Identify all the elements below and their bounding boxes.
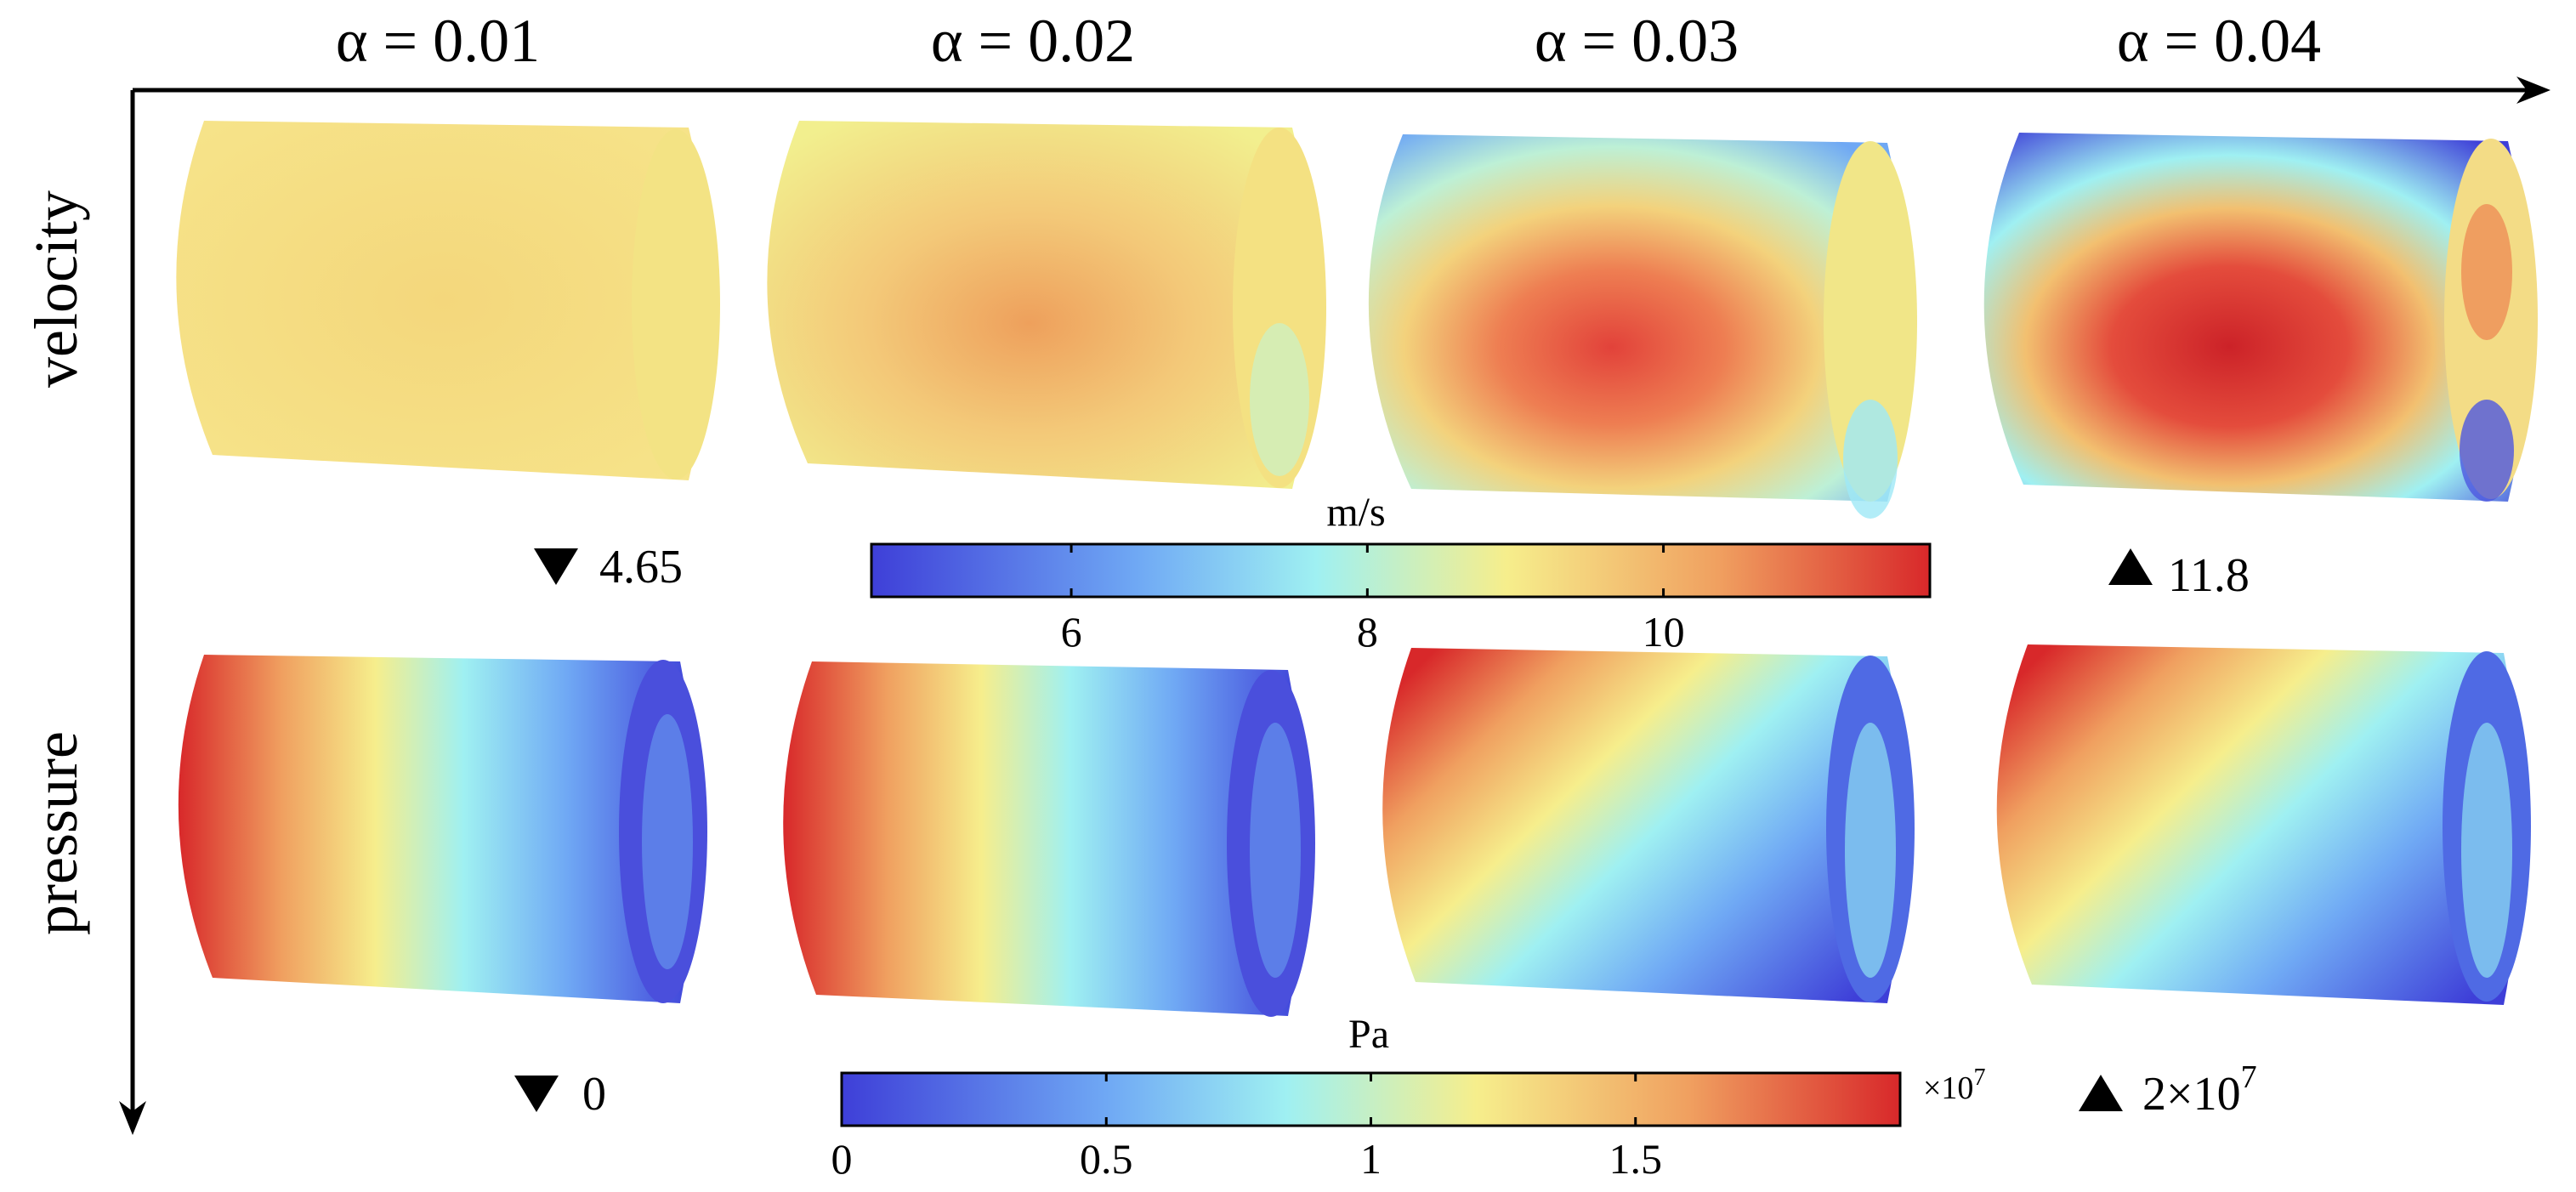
pressure-colorbar-tick-label: 0.5 bbox=[1080, 1135, 1133, 1183]
row-label-velocity: velocity bbox=[22, 190, 90, 388]
velocity-cylinder-1 bbox=[176, 121, 720, 480]
pressure-max-label: 2×107 bbox=[2142, 1059, 2257, 1121]
up-triangle-icon bbox=[2079, 1075, 2123, 1111]
column-label-1: α = 0.01 bbox=[336, 7, 540, 75]
velocity-colorbar-unit: m/s bbox=[1326, 490, 1385, 535]
velocity-min-marker: 4.65 bbox=[534, 541, 683, 593]
pressure-colorbar-tick-label: 1 bbox=[1360, 1135, 1382, 1183]
pressure-max-marker: 2×107 bbox=[2079, 1059, 2257, 1121]
pressure-cylinder-2 bbox=[783, 661, 1315, 1017]
column-label-3: α = 0.03 bbox=[1535, 7, 1739, 75]
pressure-cylinder-3 bbox=[1382, 648, 1915, 1003]
pressure-max-exponent: 7 bbox=[2241, 1059, 2257, 1095]
pressure-max-base: 2×10 bbox=[2142, 1068, 2241, 1121]
velocity-max-label: 11.8 bbox=[2168, 549, 2250, 602]
velocity-min-label: 4.65 bbox=[599, 541, 683, 593]
velocity-colorbar-bar bbox=[870, 542, 1932, 599]
column-label-4: α = 0.04 bbox=[2117, 7, 2321, 75]
horizontal-axis-arrowhead bbox=[2516, 77, 2550, 104]
up-triangle-icon bbox=[2108, 548, 2153, 585]
velocity-colorbar-ticks: 6 8 10 bbox=[1061, 544, 1685, 656]
multiplier-exponent: 7 bbox=[1973, 1064, 1985, 1091]
down-triangle-icon bbox=[534, 548, 578, 585]
velocity-cylinder-3 bbox=[1368, 134, 1917, 519]
pressure-colorbar: Pa 0 0.5 1 1.5 ×107 bbox=[831, 1012, 1986, 1183]
multiplier-base: ×10 bbox=[1923, 1070, 1973, 1106]
velocity-colorbar-tick-label: 6 bbox=[1061, 608, 1082, 656]
velocity-cylinder-4 bbox=[1983, 133, 2538, 502]
pressure-colorbar-tick-label: 1.5 bbox=[1609, 1135, 1663, 1183]
pressure-min-label: 0 bbox=[582, 1068, 606, 1121]
pressure-cylinder-1 bbox=[178, 655, 707, 1003]
velocity-colorbar-tick-label: 10 bbox=[1643, 608, 1685, 656]
column-label-2: α = 0.02 bbox=[931, 7, 1135, 75]
velocity-cylinder-2 bbox=[767, 121, 1326, 489]
velocity-max-marker: 11.8 bbox=[2108, 548, 2250, 602]
pressure-cylinder-4 bbox=[1996, 644, 2531, 1005]
down-triangle-icon bbox=[514, 1076, 559, 1112]
pressure-colorbar-tick-label: 0 bbox=[831, 1135, 853, 1183]
pressure-colorbar-unit: Pa bbox=[1348, 1012, 1389, 1057]
velocity-colorbar-tick-label: 8 bbox=[1357, 608, 1378, 656]
vertical-axis-arrowhead bbox=[119, 1101, 146, 1135]
pressure-min-marker: 0 bbox=[514, 1068, 606, 1121]
row-label-pressure: pressure bbox=[22, 731, 90, 935]
pressure-colorbar-multiplier: ×107 bbox=[1923, 1064, 1985, 1106]
velocity-colorbar: m/s 6 8 10 bbox=[870, 490, 1932, 656]
pressure-colorbar-ticks: 0 0.5 1 1.5 bbox=[831, 1073, 1663, 1183]
